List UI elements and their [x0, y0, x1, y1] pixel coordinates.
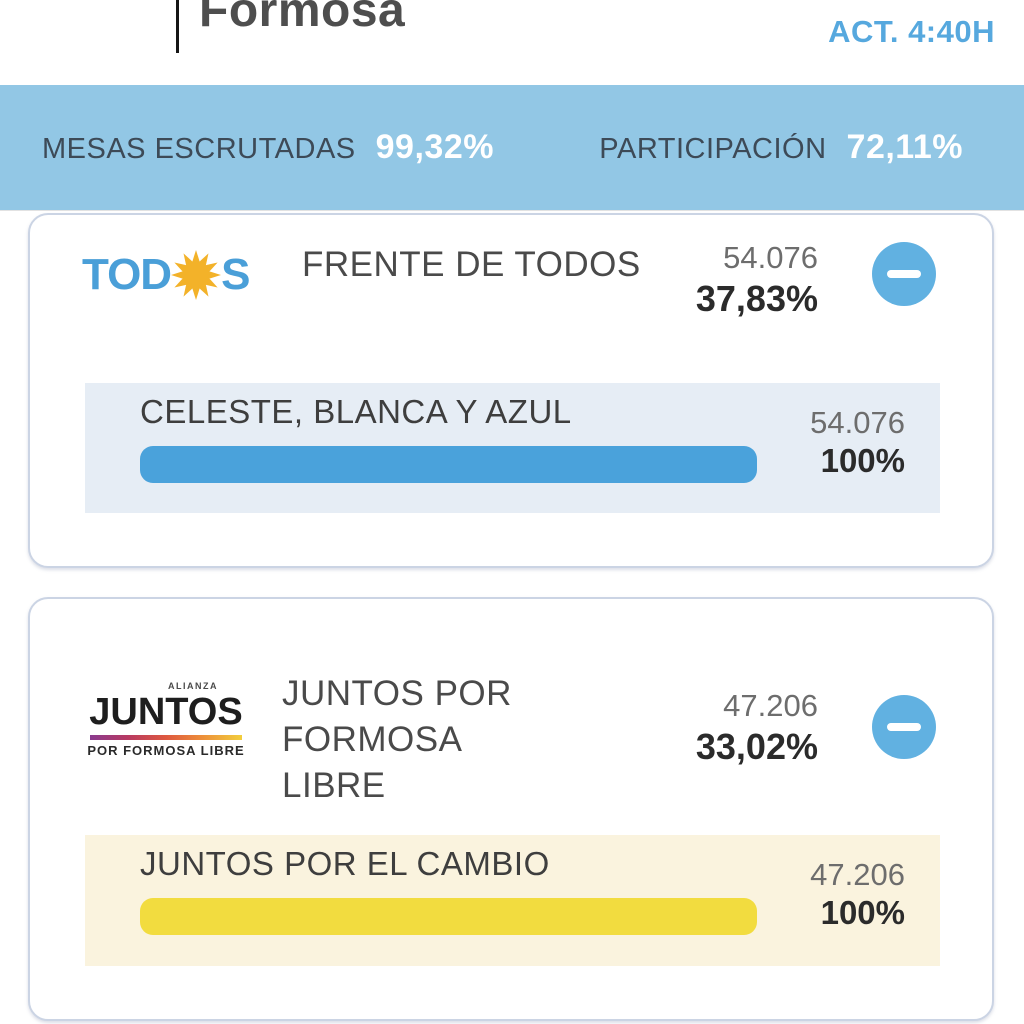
mesas-escrutadas-label: MESAS ESCRUTADAS [42, 133, 356, 165]
participacion-value: 72,11% [846, 128, 963, 166]
page-title: Formosa [199, 0, 406, 37]
juntos-party-logo: ALIANZA JUNTOS POR FORMOSA LIBRE [86, 681, 246, 758]
summary-bar: MESAS ESCRUTADAS 99,32% PARTICIPACIÓN 72… [0, 85, 1024, 211]
party-percent: 33,02% [695, 726, 818, 767]
list-figures: 54.076 100% [810, 404, 905, 481]
list-percent: 100% [820, 894, 905, 931]
todos-party-logo: TOD [82, 242, 250, 308]
list-figures: 47.206 100% [810, 856, 905, 933]
party-figures: 54.076 37,83% [696, 239, 818, 321]
juntos-logo-main-text: JUNTOS [89, 691, 243, 733]
list-name: CELESTE, BLANCA Y AZUL [140, 393, 572, 430]
minus-icon [887, 723, 921, 731]
list-name: JUNTOS POR EL CAMBIO [140, 845, 550, 882]
last-update-label: ACT. 4:40H [828, 14, 995, 49]
result-card-frente-de-todos: TOD [28, 213, 994, 568]
collapse-button[interactable] [872, 695, 936, 759]
vote-bar-track [140, 446, 757, 483]
header-divider [176, 0, 179, 53]
collapse-button[interactable] [872, 242, 936, 306]
list-votes: 47.206 [810, 857, 905, 892]
juntos-logo-top-text: ALIANZA [168, 681, 218, 691]
mesas-escrutadas-stat: MESAS ESCRUTADAS 99,32% [42, 128, 494, 167]
list-panel: CELESTE, BLANCA Y AZUL 54.076 100% [85, 383, 940, 513]
party-figures: 47.206 33,02% [696, 687, 818, 769]
minus-icon [887, 270, 921, 278]
party-name: JUNTOS POR FORMOSA LIBRE [282, 674, 512, 805]
vote-bar-fill [140, 446, 757, 483]
participacion-label: PARTICIPACIÓN [599, 133, 827, 165]
juntos-logo-bottom-text: POR FORMOSA LIBRE [87, 743, 245, 758]
list-panel: JUNTOS POR EL CAMBIO 47.206 100% [85, 835, 940, 966]
participacion-stat: PARTICIPACIÓN 72,11% [599, 128, 963, 167]
list-votes: 54.076 [810, 405, 905, 440]
party-votes: 47.206 [723, 688, 818, 723]
vote-bar-fill [140, 898, 757, 935]
party-votes: 54.076 [723, 240, 818, 275]
sun-icon [171, 250, 222, 300]
result-card-juntos-por-formosa-libre: ALIANZA JUNTOS POR FORMOSA LIBRE JUNTOS … [28, 597, 994, 1021]
vote-bar-track [140, 898, 757, 935]
todos-logo-prefix: TOD [82, 250, 172, 299]
juntos-logo-gradient-stripe [90, 735, 242, 740]
todos-logo-suffix: S [221, 250, 250, 299]
mesas-escrutadas-value: 99,32% [375, 128, 494, 166]
list-percent: 100% [820, 442, 905, 479]
party-percent: 37,83% [695, 278, 818, 319]
party-name: FRENTE DE TODOS [302, 245, 641, 284]
